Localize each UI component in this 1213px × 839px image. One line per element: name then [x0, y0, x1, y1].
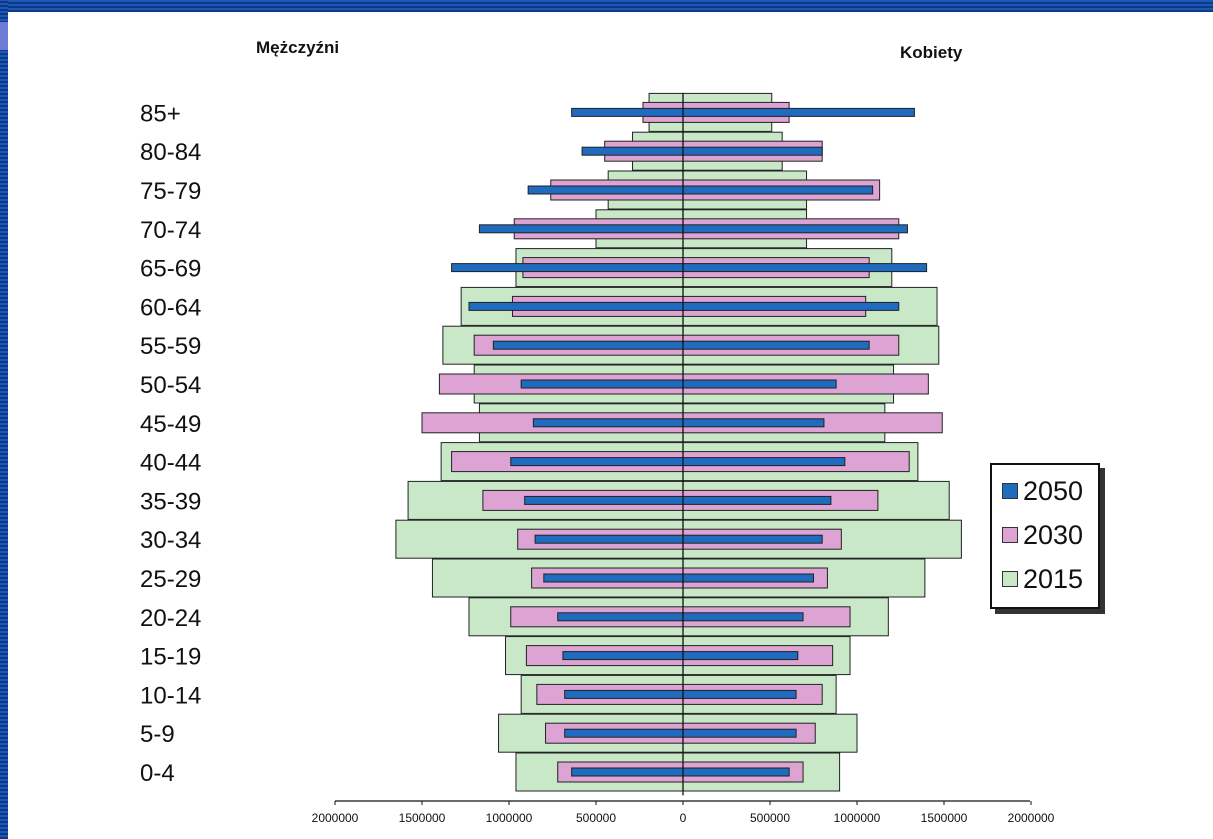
bar-male-2050-60-64 [468, 301, 684, 311]
age-label-65-69: 65-69 [140, 256, 201, 283]
age-label-45-49: 45-49 [140, 411, 201, 438]
bar-female-2050-50-54 [682, 379, 837, 389]
bar-female-2050-20-24 [682, 612, 804, 622]
legend-swatch-2030 [1002, 527, 1018, 543]
legend-label-2050: 2050 [1023, 475, 1084, 506]
age-label-50-54: 50-54 [140, 372, 201, 399]
x-tick-label-4: 0 [680, 811, 687, 825]
age-label-75-79: 75-79 [140, 178, 201, 205]
bar-male-2050-50-54 [520, 379, 684, 389]
legend: 2050 2030 2015 [990, 463, 1100, 609]
legend-swatch-2015 [1002, 571, 1018, 587]
legend-item-2015: 2015 [1002, 561, 1083, 597]
bar-male-2050-85+ [571, 107, 684, 117]
bar-female-2050-10-14 [682, 689, 797, 699]
legend-item-2050: 2050 [1002, 473, 1083, 509]
frame-top-border [0, 0, 1213, 12]
bar-female-2050-0-4 [682, 767, 790, 777]
age-label-60-64: 60-64 [140, 294, 201, 321]
bar-female-2050-60-64 [682, 301, 900, 311]
bar-female-2050-70-74 [682, 224, 908, 234]
bar-male-2050-55-59 [492, 340, 684, 350]
legend-label-2015: 2015 [1023, 563, 1084, 594]
bar-female-2050-15-19 [682, 651, 799, 661]
bar-female-2050-65-69 [682, 263, 928, 273]
age-label-15-19: 15-19 [140, 644, 201, 671]
bar-female-2050-40-44 [682, 457, 846, 467]
x-tick-label-0: 2000000 [312, 811, 359, 825]
bar-female-2050-30-34 [682, 534, 823, 544]
males-header: Mężczyźni [256, 38, 340, 57]
x-tick-label-5: 500000 [750, 811, 790, 825]
bar-male-2050-25-29 [543, 573, 684, 583]
x-tick-label-1: 1500000 [399, 811, 446, 825]
bar-male-2050-80-84 [581, 146, 684, 156]
age-label-30-34: 30-34 [140, 527, 201, 554]
bar-female-2050-35-39 [682, 495, 832, 505]
frame-tab-marker [0, 22, 8, 50]
bar-male-2050-35-39 [524, 495, 684, 505]
age-label-55-59: 55-59 [140, 333, 201, 360]
legend-item-2030: 2030 [1002, 517, 1083, 553]
age-label-20-24: 20-24 [140, 605, 201, 632]
bar-female-2050-5-9 [682, 728, 797, 738]
bar-male-2050-5-9 [564, 728, 684, 738]
bar-female-2050-25-29 [682, 573, 814, 583]
age-label-85+: 85+ [140, 100, 181, 127]
age-label-80-84: 80-84 [140, 139, 201, 166]
x-tick-label-3: 500000 [576, 811, 616, 825]
bar-male-2050-20-24 [557, 612, 684, 622]
x-tick-label-8: 2000000 [1008, 811, 1055, 825]
legend-swatch-2050 [1002, 483, 1018, 499]
age-label-0-4: 0-4 [140, 760, 175, 787]
bar-male-2050-30-34 [534, 534, 684, 544]
x-tick-label-6: 1000000 [834, 811, 881, 825]
females-header: Kobiety [900, 43, 963, 62]
x-tick-label-2: 1000000 [486, 811, 533, 825]
bar-male-2050-10-14 [564, 689, 684, 699]
bar-female-2050-85+ [682, 107, 915, 117]
frame-left-border [0, 0, 8, 839]
bar-male-2050-75-79 [527, 185, 684, 195]
bar-male-2050-70-74 [478, 224, 684, 234]
bar-male-2050-40-44 [510, 457, 684, 467]
bar-female-2050-55-59 [682, 340, 870, 350]
bar-female-2050-45-49 [682, 418, 825, 428]
legend-label-2030: 2030 [1023, 519, 1084, 550]
age-label-70-74: 70-74 [140, 217, 201, 244]
age-label-5-9: 5-9 [140, 721, 175, 748]
x-tick-label-7: 1500000 [921, 811, 968, 825]
bar-male-2050-15-19 [562, 651, 684, 661]
bar-male-2050-65-69 [451, 263, 684, 273]
age-label-35-39: 35-39 [140, 488, 201, 515]
age-label-25-29: 25-29 [140, 566, 201, 593]
bar-female-2050-75-79 [682, 185, 874, 195]
bar-male-2050-45-49 [532, 418, 684, 428]
age-label-40-44: 40-44 [140, 450, 201, 477]
age-label-10-14: 10-14 [140, 682, 201, 709]
bar-male-2050-0-4 [571, 767, 684, 777]
bar-female-2050-80-84 [682, 146, 823, 156]
